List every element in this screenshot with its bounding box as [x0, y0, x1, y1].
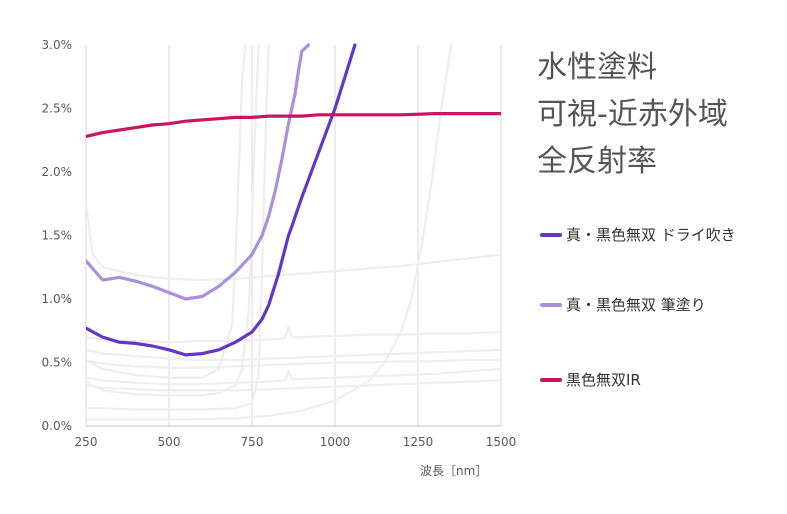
reference-series-line	[86, 348, 501, 362]
reference-series-line	[86, 43, 453, 421]
reference-series-line	[86, 367, 501, 386]
x-tick-label: 750	[241, 435, 264, 449]
legend-swatch	[540, 377, 562, 382]
reference-series-line	[86, 358, 501, 369]
y-tick-label: 2.5%	[42, 102, 73, 116]
y-tick-label: 1.5%	[42, 229, 73, 243]
y-tick-label: 0.0%	[42, 419, 73, 433]
reference-series-line	[86, 379, 501, 392]
legend-item-dry-spray: 真・黒色無双 ドライ吹き	[540, 224, 736, 245]
legend-label: 黒色無双IR	[566, 371, 641, 389]
x-tick-label: 1000	[320, 435, 351, 449]
legend-swatch	[540, 302, 562, 307]
title-line-1: 水性塗料	[537, 50, 657, 85]
reference-series-line	[86, 202, 501, 282]
reference-series-line	[86, 43, 247, 379]
y-tick-label: 3.0%	[42, 38, 73, 52]
legend-label: 真・黒色無双 筆塗り	[566, 296, 706, 314]
series-line-1	[86, 43, 310, 301]
title-line-3: 全反射率	[537, 144, 657, 179]
series-line-0	[86, 43, 357, 357]
reference-series-line	[86, 325, 501, 344]
legend-item-ir: 黒色無双IR	[540, 369, 641, 390]
x-tick-label: 250	[75, 435, 98, 449]
x-axis-label: 波長［nm］	[420, 464, 488, 478]
x-tick-label: 500	[158, 435, 181, 449]
reference-series-line	[86, 43, 260, 397]
y-tick-label: 2.0%	[42, 165, 73, 179]
chart-title: 水性塗料 可視-近赤外域 全反射率	[537, 44, 728, 185]
series-line-2	[86, 111, 501, 138]
y-tick-label: 0.5%	[42, 356, 73, 370]
x-tick-label: 1500	[486, 435, 517, 449]
legend-label: 真・黒色無双 ドライ吹き	[566, 226, 736, 244]
tick-labels: 250 500 750 1000 1250 1500 0.0% 0.5% 1.0% 1.5% 2.0…	[42, 38, 517, 449]
x-tick-label: 1250	[403, 435, 434, 449]
title-line-2: 可視-近赤外域	[537, 97, 728, 132]
legend-item-brush: 真・黒色無双 筆塗り	[540, 294, 706, 315]
legend-swatch	[540, 232, 562, 237]
y-tick-label: 1.0%	[42, 292, 73, 306]
highlight-series	[86, 43, 501, 357]
